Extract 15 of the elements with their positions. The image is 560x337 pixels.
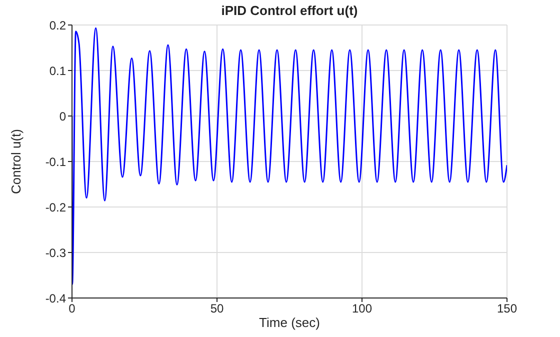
y-tick-label: -0.1 (45, 154, 66, 169)
y-axis-title: Control u(t) (8, 128, 24, 194)
y-tick-label: -0.3 (45, 246, 66, 260)
line-series (72, 27, 507, 286)
x-tick-label: 50 (210, 302, 224, 316)
y-tick-label: -0.4 (45, 291, 66, 306)
y-tick-label: 0 (59, 109, 66, 124)
y-tick-label: 0.2 (49, 18, 66, 32)
y-tick-label: 0.1 (49, 64, 66, 78)
x-tick-label: 150 (496, 302, 518, 316)
x-tick-label: 100 (352, 302, 372, 316)
chart-title: iPID Control effort u(t) (220, 3, 359, 18)
y-tick-label: -0.2 (45, 200, 66, 214)
x-tick-label: 0 (68, 302, 76, 316)
x-axis-title: Time (sec) (259, 315, 320, 330)
